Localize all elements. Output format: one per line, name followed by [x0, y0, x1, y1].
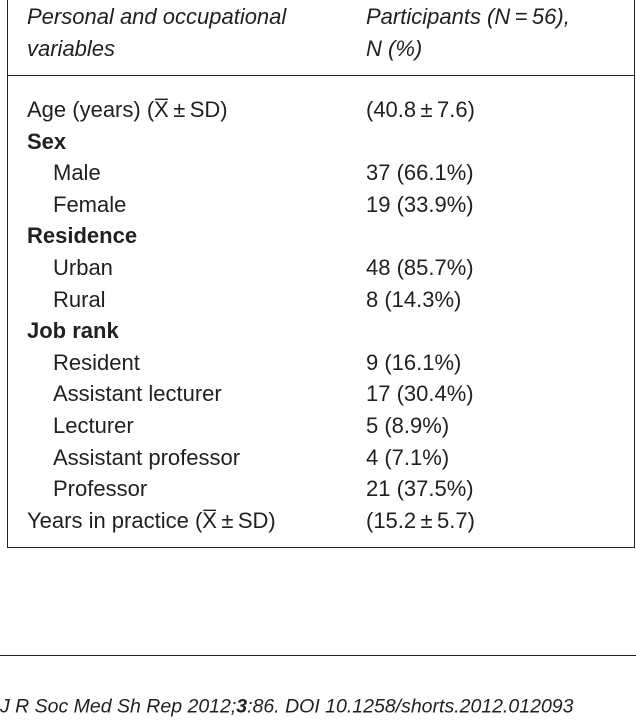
row-value: 8 (14.3%) — [366, 286, 462, 312]
row-value: 37 (66.1%) — [366, 160, 474, 186]
header-cell: Personal and occupational — [27, 4, 287, 29]
row-value: 48 (85.7%) — [366, 255, 474, 280]
row-label: Assistant lecturer — [53, 381, 222, 407]
row-label: Age (years) (X̅ ± SD) — [27, 97, 228, 122]
row-value: 4 (7.1%) — [366, 444, 450, 470]
row-label: Female — [53, 191, 127, 217]
row-label: Assistant professor — [53, 444, 241, 470]
row-label: Urban — [53, 255, 113, 280]
pages-doi: :86. DOI 10.1258/shorts.2012.012093 — [247, 695, 574, 718]
row-label: Resident — [53, 349, 140, 375]
row-value: (15.2 ± 5.7) — [366, 507, 475, 533]
header-cell: variables — [27, 36, 116, 61]
group-label: Sex — [27, 128, 67, 154]
footer-rule — [0, 655, 636, 656]
journal: J R Soc Med Sh Rep 2012; — [0, 695, 237, 718]
group-label: Job rank — [27, 318, 119, 344]
row-label: Professor — [53, 476, 148, 502]
table-border — [7, 0, 635, 548]
row-label: Male — [53, 160, 101, 186]
citation: J R Soc Med Sh Rep 2012;3:86. DOI 10.125… — [0, 696, 573, 719]
row-value: 17 (30.4%) — [366, 381, 474, 407]
volume: 3 — [236, 695, 248, 718]
header-cell: N (%) — [366, 36, 423, 61]
row-label: Years in practice (X̅ ± SD) — [27, 507, 276, 533]
row-label: Rural — [53, 286, 106, 312]
row-value: 5 (8.9%) — [366, 413, 450, 438]
row-value: 19 (33.9%) — [366, 191, 474, 217]
group-label: Residence — [27, 223, 138, 249]
header-cell: Participants (N = 56), — [366, 4, 570, 29]
row-value: 21 (37.5%) — [366, 476, 474, 502]
row-value: 9 (16.1%) — [366, 349, 462, 375]
header-rule — [7, 75, 635, 76]
row-value: (40.8 ± 7.6) — [366, 97, 475, 122]
row-label: Lecturer — [53, 413, 134, 438]
